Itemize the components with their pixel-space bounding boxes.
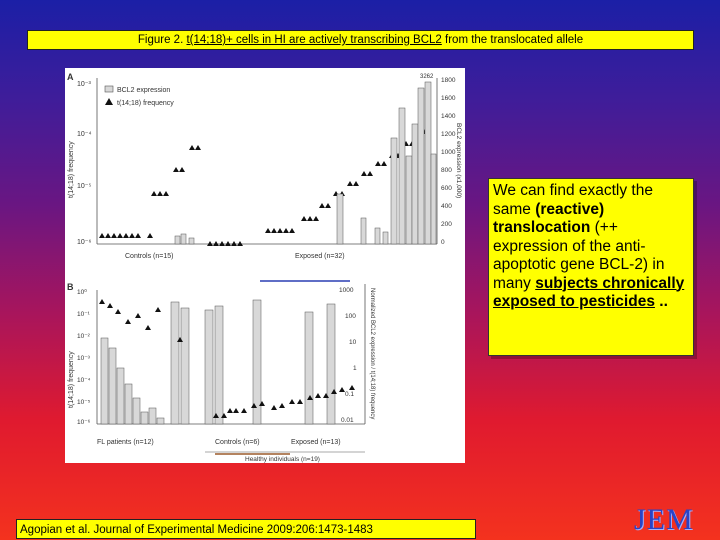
panel-a-rtick: 400 bbox=[441, 203, 452, 210]
callout-box: We can find exactly the same (reactive) … bbox=[488, 178, 694, 356]
panel-b-y-left-label: t(14;18) frequency bbox=[68, 351, 75, 408]
panel-a-rtick: 200 bbox=[441, 221, 452, 228]
figure-image: A 10⁻³ 10⁻⁴ 10⁻⁵ 10⁻⁶ t(14;18) frequency… bbox=[65, 68, 465, 463]
callout-text-end: .. bbox=[654, 293, 668, 310]
jem-logo: JEM bbox=[634, 503, 694, 536]
panel-a-controls-bars bbox=[174, 233, 195, 245]
panel-b-y-right-label: Normalized BCL2 expression / t(14;18) fr… bbox=[369, 288, 375, 419]
panel-a-left-ticks: 10⁻³ 10⁻⁴ 10⁻⁵ 10⁻⁶ bbox=[77, 81, 92, 246]
panel-b-group-controls: Controls (n=6) bbox=[215, 439, 260, 446]
slide-title-link[interactable]: t(14;18)+ cells in HI are actively trans… bbox=[186, 34, 442, 46]
panel-a-tick: 10⁻³ bbox=[77, 81, 91, 88]
callout-text-1: We can find exactly the same bbox=[493, 182, 653, 218]
panel-b-tick: 10⁻¹ bbox=[77, 311, 91, 318]
panel-a-controls-markers bbox=[99, 145, 201, 238]
panel-a-rtick: 1600 bbox=[441, 95, 456, 102]
legend-triangle-icon bbox=[105, 98, 113, 105]
panel-a-top-mark: 3262 bbox=[420, 74, 434, 80]
figure-svg: A 10⁻³ 10⁻⁴ 10⁻⁵ 10⁻⁶ t(14;18) frequency… bbox=[67, 72, 462, 463]
callout-text-2: (++ expression of the anti-apoptotic gen… bbox=[493, 219, 665, 292]
panel-a-rtick: 1800 bbox=[441, 77, 456, 84]
panel-b-tick: 10⁻² bbox=[77, 333, 91, 340]
panel-b-tick: 10⁻³ bbox=[77, 355, 91, 362]
panel-b-rtick: 0.01 bbox=[341, 417, 354, 424]
panel-b-fl-bars bbox=[100, 299, 336, 425]
legend-bar-swatch bbox=[104, 85, 114, 93]
panel-b-markers bbox=[99, 299, 355, 418]
panel-a-right-ticks: 1800 1600 1400 1200 1000 800 600 400 200… bbox=[441, 77, 456, 246]
callout-text-underlined: subjects chronically exposed to pesticid… bbox=[493, 274, 685, 311]
panel-a-rtick: 1200 bbox=[441, 131, 456, 138]
panel-a-rtick: 600 bbox=[441, 185, 452, 192]
panel-b-group-exposed: Exposed (n=13) bbox=[291, 439, 341, 446]
panel-a-exposed-bars bbox=[336, 81, 437, 245]
panel-a-letter: A bbox=[67, 72, 74, 82]
panel-b-right-ticks: 1000 100 10 1 0.1 0.01 bbox=[339, 287, 357, 424]
panel-b-rtick: 10 bbox=[349, 339, 357, 346]
panel-a-tick: 10⁻⁵ bbox=[77, 183, 91, 190]
panel-b-tick: 10⁻⁵ bbox=[77, 399, 91, 406]
panel-a-rtick: 1400 bbox=[441, 113, 456, 120]
slide-title-prefix: Figure 2. bbox=[137, 34, 187, 46]
panel-a-y-right-label: BCL2 expression (x1,000) bbox=[455, 123, 462, 198]
panel-b-rtick: 1 bbox=[353, 365, 357, 372]
panel-a-group-exposed: Exposed (n=32) bbox=[295, 253, 345, 260]
legend-bar-label: BCL2 expression bbox=[117, 87, 170, 94]
panel-a-tick: 10⁻⁴ bbox=[77, 131, 92, 138]
panel-b-rtick: 1000 bbox=[339, 287, 354, 294]
panel-b-group-healthy: Healthy individuals (n=19) bbox=[245, 456, 320, 463]
panel-b-left-ticks: 10⁰ 10⁻¹ 10⁻² 10⁻³ 10⁻⁴ 10⁻⁵ 10⁻⁶ bbox=[77, 288, 91, 426]
legend-tri-label: t(14;18) frequency bbox=[117, 100, 174, 107]
panel-a-rtick: 1000 bbox=[441, 149, 456, 156]
panel-a-group-controls: Controls (n=15) bbox=[125, 253, 173, 260]
panel-a-y-left-label: t(14;18) frequency bbox=[68, 141, 75, 198]
callout-text-bold: (reactive) translocation bbox=[493, 200, 605, 237]
panel-b-tick: 10⁻⁴ bbox=[77, 377, 91, 384]
panel-b-group-fl: FL patients (n=12) bbox=[97, 439, 154, 446]
panel-a-tick: 10⁻⁶ bbox=[77, 239, 91, 246]
citation: Agopian et al. Journal of Experimental M… bbox=[16, 519, 476, 539]
slide-title-suffix: from the translocated allele bbox=[441, 34, 584, 46]
slide-title: Figure 2. t(14;18)+ cells in HI are acti… bbox=[27, 30, 694, 50]
panel-a-rtick: 0 bbox=[441, 239, 445, 246]
panel-b-letter: B bbox=[67, 282, 74, 292]
panel-b-rtick: 0.1 bbox=[345, 391, 354, 398]
panel-b-tick: 10⁰ bbox=[77, 288, 87, 296]
panel-a-rtick: 800 bbox=[441, 167, 452, 174]
panel-b-tick: 10⁻⁶ bbox=[77, 419, 91, 426]
panel-b-rtick: 100 bbox=[345, 313, 356, 320]
